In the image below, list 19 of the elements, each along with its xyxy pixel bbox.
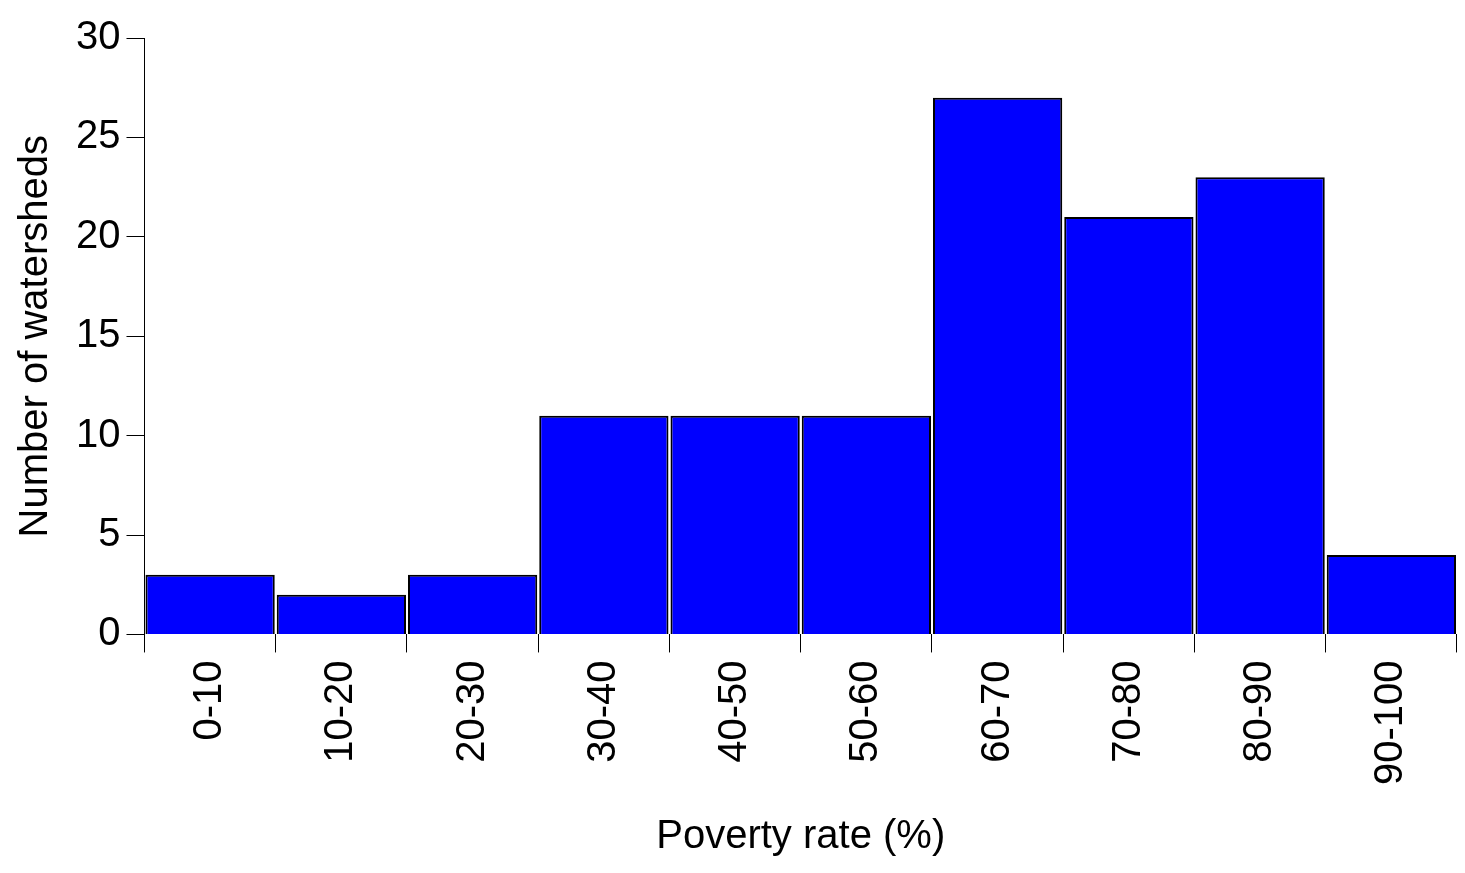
x-tick-label: 30-40 — [578, 660, 623, 763]
y-tick-label: 15 — [75, 311, 121, 356]
x-tick-label: 80-90 — [1235, 660, 1280, 763]
y-axis-title: Number of watersheds — [11, 135, 56, 538]
x-axis-title: Poverty rate (%) — [656, 812, 946, 857]
x-tick-label: 50-60 — [841, 660, 886, 763]
x-tick-label: 90-100 — [1366, 660, 1411, 786]
y-tick-label: 30 — [75, 13, 121, 58]
x-tick-label: 60-70 — [972, 660, 1017, 763]
x-tick-label: 0-10 — [185, 660, 230, 741]
x-tick-label: 40-50 — [710, 660, 755, 763]
y-tick-label: 10 — [75, 410, 121, 455]
x-tick-label: 20-30 — [447, 660, 492, 763]
x-tick-label: 70-80 — [1103, 660, 1148, 763]
y-tick-label: 0 — [98, 609, 121, 654]
y-tick-label: 5 — [98, 510, 121, 555]
y-tick-label: 25 — [75, 112, 121, 157]
x-tick-label: 10-20 — [316, 660, 361, 763]
y-tick-label: 20 — [75, 211, 121, 256]
